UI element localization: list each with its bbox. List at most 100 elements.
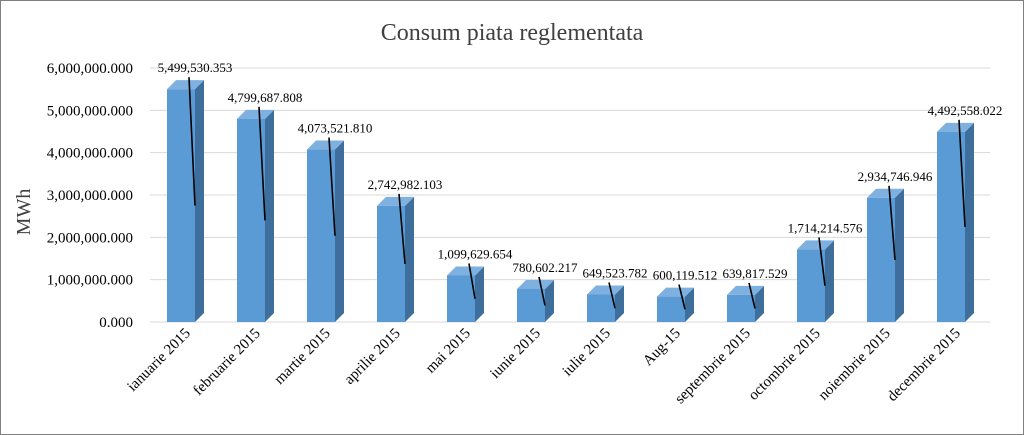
bar-side: [265, 109, 274, 322]
gridlines: [150, 67, 990, 323]
bar-3: [307, 140, 344, 322]
bar-top: [587, 285, 624, 295]
data-label-leader: [538, 276, 546, 306]
bar-front: [447, 275, 475, 322]
bars: [167, 80, 974, 323]
bar-top: [377, 196, 414, 206]
data-label-leader: [678, 284, 686, 310]
bar-4: [377, 196, 414, 322]
bar-side: [545, 279, 554, 322]
bar-front: [377, 205, 405, 322]
x-tick-label: martie 2015: [272, 326, 334, 388]
data-label: 600,119.512: [653, 268, 718, 283]
data-label-leaders: [188, 77, 966, 310]
data-label-leader: [958, 119, 966, 227]
x-tick-label: Aug-15: [640, 326, 684, 370]
x-tick-label: aprilie 2015: [342, 326, 404, 388]
bar-front: [237, 118, 265, 322]
bar-front: [867, 197, 895, 322]
y-tick-label: 4,000,000.000: [47, 146, 133, 162]
data-label: 780,602.217: [513, 260, 579, 275]
data-label: 1,099,629.654: [438, 246, 513, 261]
bar-12: [937, 122, 974, 323]
data-label-leader: [818, 237, 826, 286]
bar-11: [867, 188, 904, 322]
data-label-leader: [888, 185, 896, 260]
data-label: 649,523.782: [583, 266, 648, 281]
y-tick-label: 0.000: [99, 315, 133, 331]
data-label: 4,073,521.810: [298, 121, 373, 136]
bar-5: [447, 266, 484, 322]
bar-front: [727, 294, 755, 322]
data-label: 4,799,687.808: [228, 90, 303, 105]
y-tick-label: 3,000,000.000: [47, 188, 133, 204]
bar-front: [657, 296, 685, 322]
bar-top: [727, 285, 764, 295]
bar-front: [587, 294, 615, 322]
bar-side: [195, 80, 204, 322]
y-tick-label: 5,000,000.000: [47, 103, 133, 119]
bar-top: [447, 266, 484, 276]
bar-top: [237, 109, 274, 119]
data-label: 1,714,214.576: [788, 220, 863, 235]
y-axis-label: MWh: [13, 189, 35, 236]
data-label: 639,817.529: [723, 266, 788, 281]
bar-top: [167, 80, 204, 90]
data-label-leader: [748, 282, 756, 309]
data-label-leader: [608, 282, 616, 309]
chart-title: Consum piata reglementata: [381, 20, 644, 46]
bar-side: [335, 140, 344, 322]
bar-side: [825, 240, 834, 322]
data-labels: 5,499,530.353 4,799,687.808 4,073,521.810 2…: [158, 60, 1003, 282]
bar-9: [727, 285, 764, 322]
x-tick-label: iunie 2015: [487, 326, 543, 382]
bar-top: [517, 279, 554, 289]
bar-side: [685, 287, 694, 322]
bar-side: [755, 285, 764, 322]
data-label: 2,742,982.103: [368, 177, 443, 192]
x-tick-label: mai 2015: [423, 326, 474, 377]
bar-top: [937, 122, 974, 132]
data-label: 2,934,746.946: [858, 169, 933, 184]
bar-front: [517, 288, 545, 322]
data-label-leader: [398, 193, 406, 265]
data-label-leader: [468, 263, 476, 299]
bar-front: [797, 249, 825, 322]
bar-8: [657, 287, 694, 322]
y-tick-label: 2,000,000.000: [47, 230, 133, 246]
bar-1: [167, 80, 204, 322]
bar-6: [517, 279, 554, 322]
y-axis-ticks: 0.000 1,000,000.000 2,000,000.000 3,000,000…: [47, 61, 133, 331]
x-tick-label: septembrie 2015: [672, 326, 754, 408]
bar-front: [937, 131, 965, 322]
data-label-leader: [188, 77, 196, 206]
bar-top: [867, 188, 904, 198]
bar-top: [307, 140, 344, 150]
bar-7: [587, 285, 624, 322]
data-label: 5,499,530.353: [158, 60, 233, 75]
bar-front: [167, 89, 195, 322]
data-label-leader: [258, 106, 266, 221]
bar-2: [237, 109, 274, 322]
data-label: 4,492,558.022: [928, 103, 1003, 118]
bar-side: [615, 285, 624, 322]
bar-10: [797, 240, 834, 322]
y-tick-label: 1,000,000.000: [47, 273, 133, 289]
bar-front: [307, 149, 335, 322]
bar-top: [657, 287, 694, 297]
x-tick-label: iulie 2015: [560, 326, 614, 380]
x-tick-label: decembrie 2015: [884, 326, 963, 405]
x-tick-label: februarie 2015: [190, 326, 263, 399]
bar-side: [405, 196, 414, 322]
bar-top: [797, 240, 834, 250]
x-tick-label: noiembrie 2015: [816, 326, 894, 404]
data-label-leader: [328, 137, 336, 236]
x-tick-label: octombrie 2015: [746, 326, 824, 404]
bar-side: [475, 266, 484, 322]
x-tick-label: ianuarie 2015: [124, 326, 193, 395]
bar-side: [895, 188, 904, 322]
y-tick-label: 6,000,000.000: [47, 61, 133, 77]
bar-side: [965, 122, 974, 323]
